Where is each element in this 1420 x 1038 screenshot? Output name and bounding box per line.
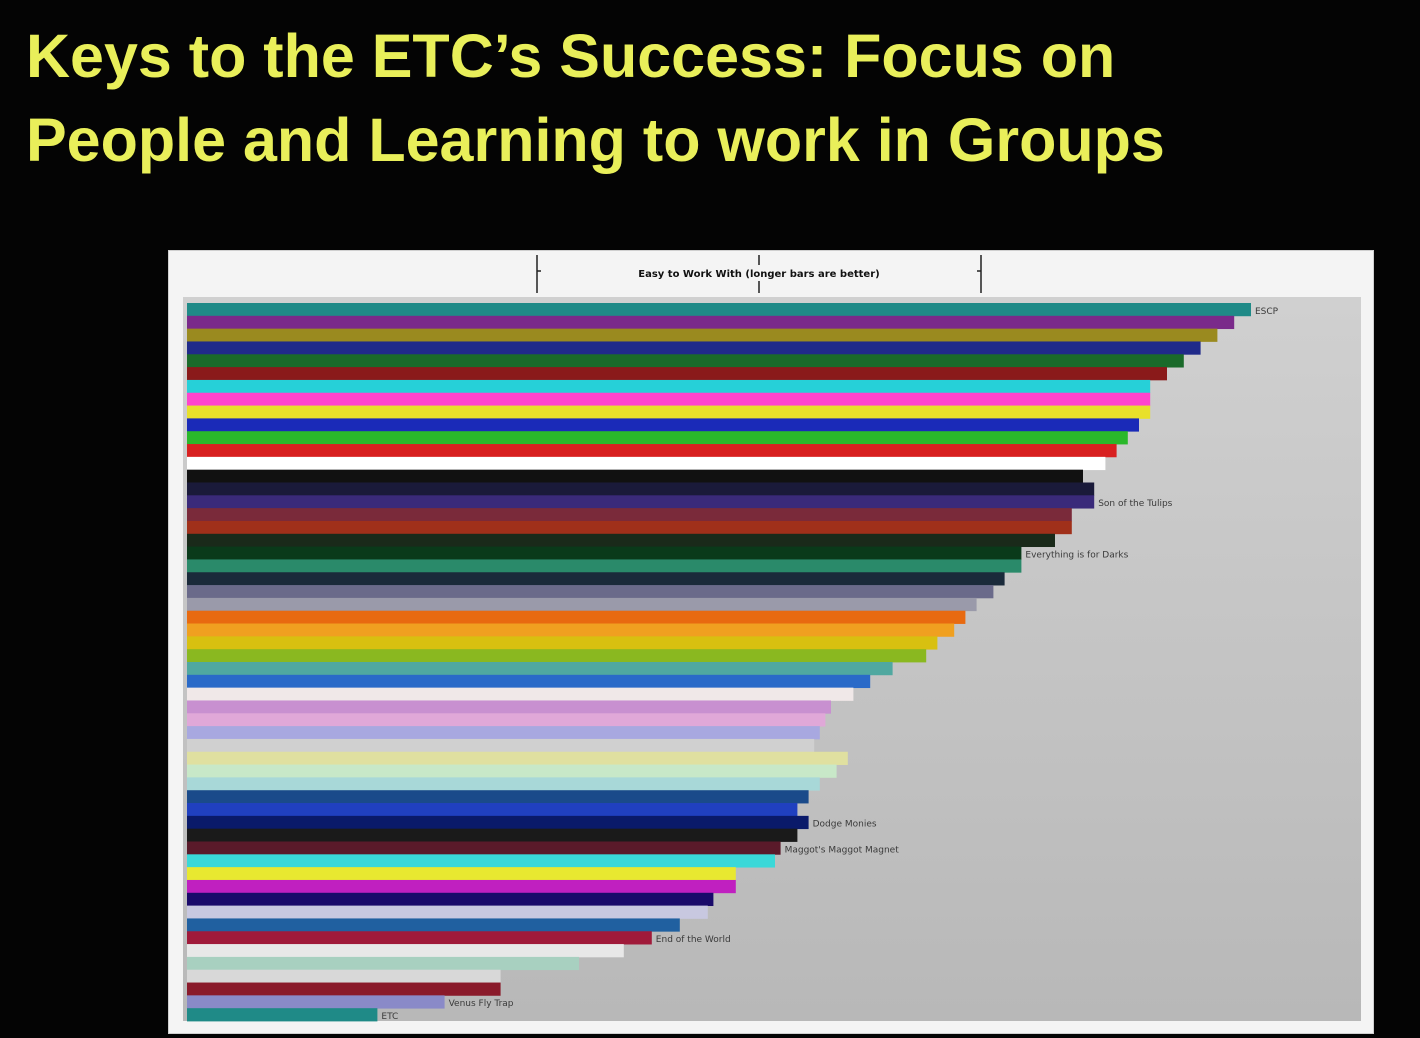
bar	[187, 572, 1005, 586]
bar	[187, 328, 1218, 342]
bar	[187, 687, 854, 701]
bar	[187, 405, 1151, 419]
bar	[187, 341, 1201, 355]
bar-label: Dodge Monies	[813, 820, 877, 830]
bar	[187, 803, 798, 817]
bar	[187, 303, 1251, 317]
bar	[187, 585, 994, 599]
bar	[187, 392, 1151, 406]
bar	[187, 456, 1106, 471]
bar	[187, 636, 938, 650]
bar	[187, 662, 893, 676]
bar	[187, 533, 1055, 548]
bar	[187, 1008, 378, 1022]
bar	[187, 738, 815, 753]
bar-label: Venus Fly Trap	[449, 999, 514, 1009]
bars-group	[187, 303, 1251, 1022]
bar	[187, 969, 501, 983]
bar	[187, 649, 927, 663]
bar	[187, 520, 1072, 535]
labels-group: ESCP Son of the Tulips Everything is for D…	[381, 307, 1278, 1022]
bar	[187, 559, 1022, 573]
bar	[187, 597, 977, 612]
bar-label: ESCP	[1255, 307, 1279, 317]
bar	[187, 354, 1184, 368]
bar-chart: Easy to Work With (longer bars are bette…	[183, 255, 1361, 1022]
chart-frame: Easy to Work With (longer bars are bette…	[168, 250, 1374, 1034]
bar	[187, 508, 1072, 522]
bar	[187, 918, 680, 932]
bar	[187, 764, 837, 778]
bar	[187, 482, 1095, 496]
chart-title: Easy to Work With (longer bars are bette…	[638, 269, 879, 280]
bar	[187, 610, 966, 624]
bar-label: ETC	[381, 1012, 398, 1022]
bar	[187, 892, 714, 907]
bar	[187, 713, 826, 727]
slide-title-line-1: Keys to the ETC’s Success: Focus on	[26, 22, 1116, 90]
bar	[187, 982, 501, 996]
bar	[187, 995, 445, 1009]
bar	[187, 905, 708, 919]
bar	[187, 879, 736, 894]
slide-title-line-2: People and Learning to work in Groups	[26, 106, 1165, 174]
bar	[187, 315, 1235, 330]
bar	[187, 777, 820, 791]
bar	[187, 469, 1083, 483]
slide-title: Keys to the ETC’s Success: Focus on Peop…	[26, 14, 1406, 182]
bar	[187, 726, 820, 740]
bar	[187, 944, 624, 958]
bar	[187, 931, 652, 945]
bar	[187, 444, 1117, 458]
bar	[187, 495, 1095, 509]
bar	[187, 815, 809, 830]
bar	[187, 828, 798, 842]
bar	[187, 674, 871, 689]
bar	[187, 418, 1139, 432]
bar-label: Son of the Tulips	[1098, 499, 1172, 509]
bar	[187, 841, 781, 855]
bar	[187, 790, 809, 804]
bar-label: Everything is for Darks	[1025, 550, 1128, 560]
bar	[187, 546, 1022, 560]
bar	[187, 367, 1167, 381]
bar-label: Maggot's Maggot Magnet	[785, 845, 900, 855]
bar	[187, 379, 1151, 394]
bar	[187, 623, 955, 637]
bar	[187, 431, 1128, 445]
bar	[187, 867, 736, 881]
bar	[187, 854, 775, 868]
bar-label: End of the World	[656, 935, 731, 945]
bar	[187, 700, 831, 714]
bar	[187, 751, 848, 765]
bar	[187, 956, 579, 971]
